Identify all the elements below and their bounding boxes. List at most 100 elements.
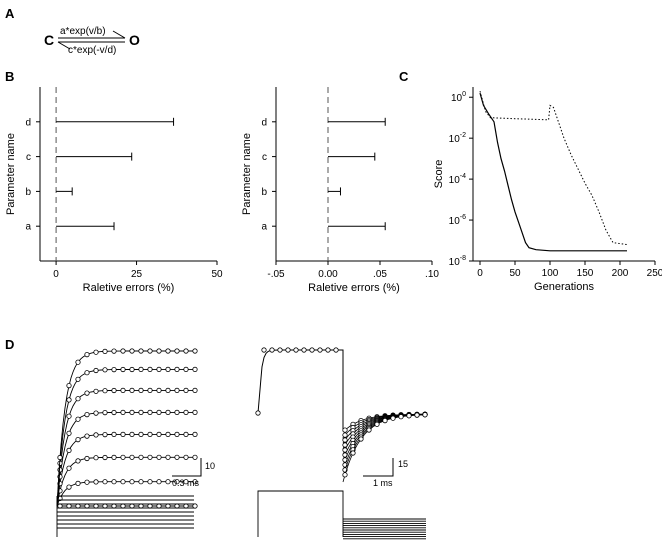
- x-tick-label: .10: [425, 269, 439, 280]
- fit-marker: [165, 479, 171, 485]
- fit-marker: [414, 412, 420, 418]
- x-tick-label: 0.00: [318, 269, 338, 280]
- left-scale-bar: [172, 458, 202, 477]
- forward-arrow-head: [112, 30, 126, 39]
- y-tick-label: d: [25, 117, 31, 128]
- y-tick-label: a: [261, 222, 267, 233]
- fit-marker: [285, 347, 291, 353]
- fit-marker: [277, 347, 283, 353]
- fit-marker: [57, 503, 63, 509]
- fit-marker: [147, 454, 153, 460]
- fit-marker: [138, 479, 144, 485]
- fit-marker: [138, 348, 144, 354]
- fit-marker: [111, 479, 117, 485]
- fit-marker: [192, 431, 198, 437]
- fit-marker: [183, 431, 189, 437]
- fit-marker: [66, 382, 72, 389]
- fit-marker: [192, 348, 198, 354]
- fit-marker: [174, 409, 180, 415]
- fit-marker: [174, 366, 180, 372]
- panel-label-b: B: [5, 69, 14, 84]
- state-o-label: O: [129, 32, 140, 48]
- x-tick-label: 0: [53, 269, 59, 280]
- fit-marker: [366, 427, 372, 433]
- fit-marker: [84, 455, 90, 462]
- fit-marker: [147, 366, 153, 372]
- fit-marker: [156, 431, 162, 437]
- fit-marker: [75, 396, 81, 402]
- x-axis-label: Generations: [534, 281, 594, 293]
- fit-marker: [156, 348, 162, 354]
- fit-marker: [111, 387, 117, 394]
- y-axis-label: Score: [433, 160, 445, 189]
- activation-trace: [56, 389, 195, 507]
- fit-marker: [192, 366, 198, 372]
- fit-marker: [156, 387, 162, 393]
- fit-marker: [111, 348, 117, 354]
- forward-rate-label: a*exp(v/b): [60, 26, 106, 37]
- fit-marker: [93, 367, 99, 374]
- tail-protocol: [257, 490, 426, 540]
- fit-marker: [75, 503, 81, 509]
- fit-marker: [57, 454, 63, 461]
- fit-marker: [183, 479, 189, 485]
- fit-marker: [84, 433, 90, 439]
- fit-marker: [342, 437, 348, 443]
- y-tick-label: 10-8: [449, 255, 466, 268]
- fit-marker: [102, 367, 108, 373]
- activation-protocol: [56, 495, 194, 537]
- right-scale-value-label: 15: [398, 459, 408, 469]
- fit-marker: [66, 413, 72, 419]
- fit-marker: [93, 410, 99, 416]
- fit-marker: [390, 415, 396, 421]
- fit-marker: [374, 421, 380, 427]
- score-series-solid: [479, 92, 627, 252]
- y-tick-label: 10-6: [449, 214, 466, 227]
- y-tick-label: d: [261, 117, 267, 128]
- fit-marker: [138, 387, 144, 393]
- fit-marker: [165, 366, 171, 372]
- x-tick-label: 150: [577, 268, 594, 279]
- activation-trace: [56, 368, 195, 507]
- fit-marker: [93, 455, 99, 461]
- score-series-dotted: [479, 90, 628, 246]
- fit-marker: [309, 347, 315, 353]
- y-tick-label: 10-4: [449, 173, 466, 186]
- fit-marker: [325, 347, 331, 353]
- fit-marker: [93, 503, 99, 509]
- current-traces: [56, 347, 428, 540]
- y-tick-label: a: [25, 222, 31, 233]
- fit-marker: [183, 409, 189, 415]
- fit-marker: [120, 431, 126, 437]
- step-trace: [257, 349, 344, 430]
- fit-marker: [129, 366, 135, 373]
- fit-marker: [102, 409, 108, 416]
- y-tick-label: c: [26, 152, 31, 163]
- y-axis-label: Parameter name: [241, 133, 253, 215]
- fit-marker: [75, 480, 81, 486]
- fit-marker: [174, 503, 180, 509]
- fit-marker: [138, 454, 144, 460]
- fit-marker: [111, 503, 117, 509]
- panel-label-a: A: [5, 6, 15, 21]
- activation-trace: [56, 350, 195, 507]
- fit-marker: [174, 479, 180, 485]
- fit-marker: [317, 347, 323, 353]
- fit-marker: [111, 366, 117, 373]
- fit-marker: [165, 503, 171, 509]
- fit-marker: [165, 431, 171, 437]
- fit-marker: [261, 347, 267, 353]
- left-scale-time-label: 0.3 ms: [172, 478, 200, 488]
- fit-marker: [102, 454, 108, 461]
- fit-marker: [120, 366, 126, 373]
- y-tick-label: 10-2: [449, 132, 466, 145]
- fit-marker: [147, 479, 153, 485]
- fit-marker: [422, 412, 428, 418]
- y-axis-label: Parameter name: [5, 133, 17, 215]
- fit-marker: [93, 479, 99, 485]
- fit-marker: [342, 427, 348, 433]
- fit-marker: [66, 430, 72, 436]
- x-tick-label: 50: [509, 268, 521, 279]
- fit-marker: [129, 348, 135, 354]
- fit-marker: [120, 479, 126, 485]
